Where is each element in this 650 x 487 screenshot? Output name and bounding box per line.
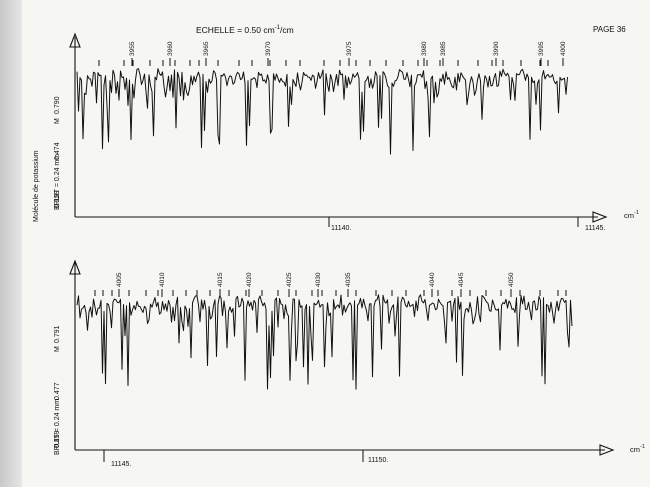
line-number-label: 3955 (129, 41, 136, 56)
y-tick-label: 0.790 (54, 96, 61, 114)
x-tick-label: 11140. (331, 225, 351, 232)
y-tick-label: 0.474 (54, 142, 61, 160)
ylabel-molecule: Molécule de potassium (33, 150, 40, 222)
spectrum-panel-upper: Molécule de potassium BRUIT = 0.24 mm M … (33, 32, 639, 232)
x-unit: cm-1 (624, 210, 639, 220)
x-axis-arrow (592, 211, 608, 223)
x-tick-group (103, 450, 364, 462)
line-number-label: 3985 (440, 41, 447, 56)
y-axis-arrow (69, 259, 81, 275)
line-number-group: 3955 3960 3965 3970 3975 3980 3985 3990 3995 4000 (129, 41, 567, 66)
line-number-label: 3995 (538, 41, 545, 56)
page-number: PAGE 36 (593, 25, 626, 34)
scale-label: ECHELLE = 0.50 cm-1/cm (196, 25, 294, 35)
line-number-label: 3960 (167, 41, 174, 56)
x-tick-label: 11145. (585, 225, 605, 232)
line-number-label: 4040 (429, 272, 436, 287)
line-number-label: 4005 (116, 272, 123, 287)
x-axis-arrow (599, 444, 615, 456)
line-number-label: 4030 (315, 272, 322, 287)
y-axis-arrow (69, 32, 81, 48)
line-number-label: 3975 (346, 41, 353, 56)
line-number-label: 3965 (203, 41, 210, 56)
line-marker-group (94, 290, 567, 296)
line-number-label: 3970 (265, 41, 272, 56)
line-number-label: 4025 (286, 272, 293, 287)
line-number-label: 4015 (217, 272, 224, 287)
line-marker-group (98, 60, 564, 66)
x-tick-group (328, 217, 579, 227)
line-number-group: 4005 4010 4015 4020 4025 4030 4035 4040 4045 4050 (116, 272, 515, 297)
spectrum-trace-upper (76, 68, 568, 155)
page-edge (0, 0, 22, 487)
ylabel-noise: BRUIT = 0.24 mm (54, 399, 61, 455)
line-number-label: 4010 (159, 272, 166, 287)
y-tick-label: 0.159 (54, 190, 61, 208)
x-tick-labels: 11140. 11145. (331, 225, 605, 232)
x-tick-label: 11145. (111, 461, 131, 468)
ylabel-noise: BRUIT = 0.24 mm (54, 154, 61, 210)
line-number-label: 4020 (246, 272, 253, 287)
line-number-label: 4000 (560, 41, 567, 56)
line-number-label: 3990 (493, 41, 500, 56)
spectrum-panel-lower: BRUIT = 0.24 mm M 0.791 0.477 0.159 cm-1… (54, 259, 645, 468)
y-tick-label: 0.477 (54, 382, 61, 400)
x-tick-labels: 11145. 11150. (111, 457, 388, 468)
line-number-label: 4045 (458, 272, 465, 287)
line-number-label: 4035 (345, 272, 352, 287)
x-tick-label: 11150. (368, 457, 388, 464)
y-tick-label: 0.791 (54, 325, 61, 343)
line-number-label: 3980 (421, 41, 428, 56)
spectrum-trace-lower (76, 294, 573, 390)
x-unit: cm-1 (630, 444, 645, 454)
y-tick-label: 0.159 (54, 430, 61, 448)
y-marker: M (54, 118, 61, 124)
line-number-label: 4050 (508, 272, 515, 287)
y-marker: M (54, 346, 61, 352)
